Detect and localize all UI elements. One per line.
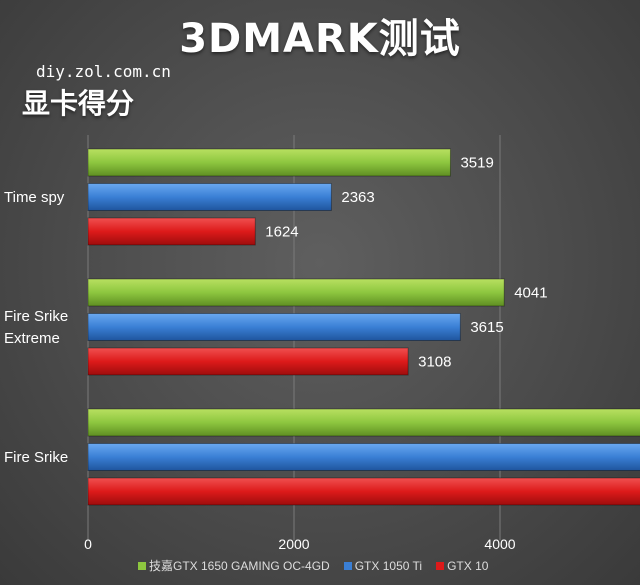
x-tick-label: 2000: [278, 536, 309, 552]
legend-label: 技嘉GTX 1650 GAMING OC-4GD: [149, 559, 330, 573]
data-label: 1624: [265, 224, 298, 241]
legend-item: 技嘉GTX 1650 GAMING OC-4GD: [138, 557, 330, 574]
legend-label: GTX 10: [447, 558, 489, 573]
bar: [87, 408, 640, 437]
bar: [87, 443, 640, 471]
legend-swatch: [343, 561, 352, 570]
x-tick-label: 4000: [484, 536, 515, 552]
bar: [87, 477, 640, 506]
data-label: 2363: [341, 189, 374, 206]
category-label: Extreme: [4, 330, 60, 347]
legend-item: GTX 10: [436, 557, 488, 574]
category-label: Fire Srike: [4, 308, 68, 325]
bar: [87, 278, 505, 307]
bar: [87, 313, 461, 341]
bar: [87, 217, 256, 246]
bar: [87, 148, 451, 177]
legend-swatch: [138, 561, 146, 570]
category-label: Time spy: [4, 189, 65, 206]
watermark: diy.zol.com.cn: [36, 62, 171, 81]
data-label: 3519: [460, 155, 493, 172]
legend-item: GTX 1050 Ti: [343, 557, 423, 574]
legend-label: GTX 1050 Ti: [354, 558, 423, 573]
x-tick-label: 0: [84, 536, 92, 552]
data-label: 4041: [514, 285, 547, 302]
bar: [87, 347, 409, 376]
category-label: Fire Srike: [4, 449, 68, 466]
chart-title: 3DMARK测试: [179, 16, 461, 62]
legend-swatch: [436, 561, 445, 570]
data-label: 3615: [470, 319, 503, 336]
bar: [87, 183, 332, 211]
chart-subtitle: 显卡得分: [22, 87, 135, 120]
data-label: 3108: [418, 354, 451, 371]
chart-legend: 技嘉GTX 1650 GAMING OC-4GD GTX 1050 Ti GTX…: [138, 557, 488, 574]
